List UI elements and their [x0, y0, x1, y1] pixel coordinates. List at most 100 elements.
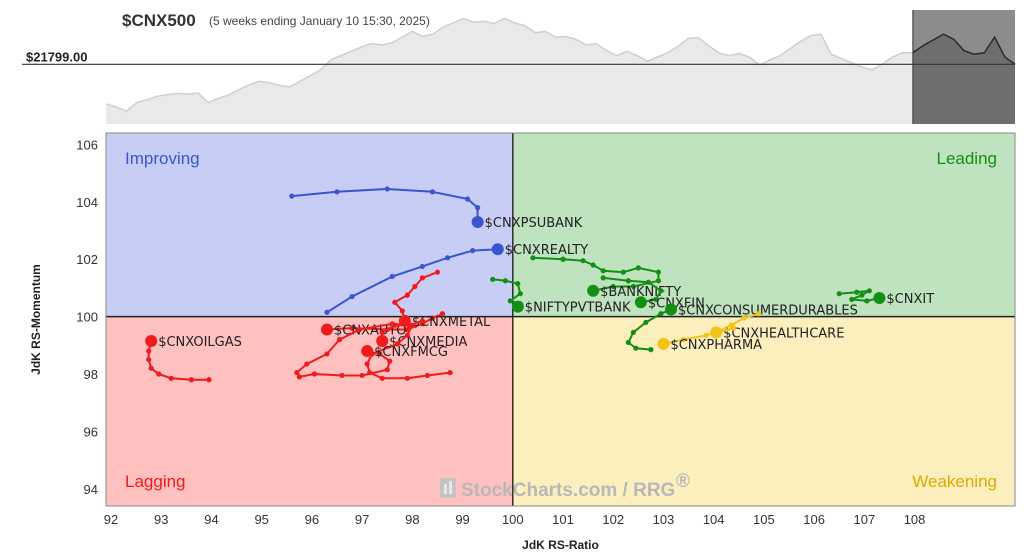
tail-cnxpsubank: $CNXPSUBANK — [289, 186, 583, 231]
tail-label-cnxrealty: $CNXREALTY — [505, 243, 589, 258]
tail-point — [590, 262, 596, 268]
tail-point — [392, 299, 398, 305]
watermark-text: StockCharts.com / RRG — [461, 480, 675, 501]
y-tick-label: 94 — [84, 482, 98, 497]
tail-point — [600, 268, 606, 274]
tail-head-cnxpsubank[interactable] — [471, 215, 484, 228]
tail-point — [399, 308, 405, 314]
price-area — [106, 18, 1015, 124]
x-tick-label: 97 — [355, 512, 369, 527]
tail-cnxmedia: $CNXMEDIA — [376, 318, 467, 350]
lagging-quadrant-label: Lagging — [125, 472, 186, 491]
x-tick-label: 105 — [753, 512, 775, 527]
tail-head-cnxfin[interactable] — [634, 296, 647, 309]
tail-point — [655, 269, 662, 275]
x-tick-label: 92 — [104, 512, 118, 527]
tail-point — [630, 329, 636, 336]
x-tick-label: 106 — [803, 512, 825, 527]
price-label: $21799.00 — [26, 49, 87, 64]
tail-cnxoilgas: $CNXOILGAS — [145, 335, 242, 383]
tail-head-cnxpharma[interactable] — [657, 337, 670, 350]
y-axis-title: JdK RS-Momentum — [29, 264, 43, 375]
tail-cnxrealty: $CNXREALTY — [324, 243, 588, 315]
x-tick-label: 102 — [602, 512, 624, 527]
watermark-logo-bar — [444, 484, 447, 494]
tail-point — [336, 336, 343, 343]
tail-point — [359, 372, 365, 379]
tail-point — [610, 283, 616, 290]
tail-point — [384, 186, 390, 192]
tail-point — [384, 367, 390, 373]
tail-point — [633, 345, 639, 351]
tail-head-cnxconsumerdurables[interactable] — [664, 303, 677, 316]
tail-head-cnxrealty[interactable] — [491, 243, 504, 256]
tail-point — [367, 369, 373, 376]
tail-label-niftypvtbank: $NIFTYPVTBANK — [525, 301, 631, 316]
tail-point — [289, 193, 295, 199]
tail-label-cnxconsumerdurables: $CNXCONSUMERDURABLES — [678, 303, 858, 318]
tail-point — [645, 279, 651, 285]
tail-line-banknifty — [531, 256, 660, 292]
weakening-quadrant-label: Weakening — [912, 472, 997, 491]
x-axis-title: JdK RS-Ratio — [522, 538, 599, 552]
tail-point — [148, 365, 154, 371]
tail-head-cnxoilgas[interactable] — [145, 335, 158, 348]
tail-head-cnxit[interactable] — [873, 291, 886, 304]
tail-point — [630, 283, 636, 290]
tail-point — [703, 332, 709, 338]
tail-line-cnxpharma — [662, 327, 735, 345]
tail-point — [475, 205, 481, 211]
tail-point — [517, 291, 523, 297]
tail-point — [349, 293, 355, 300]
tail-point — [658, 288, 664, 294]
tail-label-cnxit: $CNXIT — [886, 292, 934, 307]
tail-point — [429, 189, 436, 195]
tail-head-cnxmedia[interactable] — [376, 335, 389, 348]
tail-label-cnxoilgas: $CNXOILGAS — [158, 335, 242, 350]
tail-point — [866, 288, 872, 294]
tail-point — [836, 291, 842, 297]
tail-head-cnxfmcg[interactable] — [361, 345, 374, 358]
tail-point — [620, 269, 626, 275]
y-tick-label: 96 — [84, 424, 98, 439]
tail-point — [600, 275, 606, 281]
tail-point — [580, 258, 586, 264]
tail-point — [188, 377, 194, 383]
tail-point — [530, 255, 536, 261]
y-tick-label: 100 — [76, 310, 98, 325]
tail-label-cnxfmcg: $CNXFMCG — [374, 345, 448, 360]
tail-point — [377, 351, 383, 357]
tail-point — [625, 339, 631, 346]
tail-point — [447, 369, 453, 376]
tail-point — [444, 255, 451, 261]
tail-point — [625, 278, 631, 284]
tail-head-banknifty[interactable] — [587, 284, 600, 297]
y-tick-label: 102 — [76, 252, 98, 267]
tail-point — [379, 375, 385, 381]
tail-point — [434, 269, 441, 275]
tail-point — [364, 361, 370, 367]
tail-cnxconsumerdurables: $CNXCONSUMERDURABLES — [625, 303, 858, 353]
quadrant-labels: Improving Leading Lagging Weakening — [125, 149, 997, 491]
tail-point — [206, 377, 212, 383]
y-tick-label: 104 — [76, 195, 98, 210]
watermark-logo-icon — [440, 478, 456, 498]
tail-label-cnxmetal: $CNXMETAL — [412, 315, 491, 330]
tail-head-cnxauto[interactable] — [320, 323, 333, 336]
tail-point — [419, 318, 425, 324]
x-tick-label: 93 — [154, 512, 168, 527]
tail-point — [311, 371, 318, 377]
price-line-recent — [912, 33, 1016, 65]
y-tick-label: 98 — [84, 367, 98, 382]
tail-point — [502, 278, 508, 284]
tail-head-niftypvtbank[interactable] — [511, 300, 524, 313]
axes: 92 93 94 95 96 97 98 99 100 101 102 103 104 105 106 107… — [29, 132, 1016, 552]
tail-point — [648, 347, 654, 353]
x-tick-label: 103 — [653, 512, 675, 527]
tail-point — [515, 281, 521, 287]
tail-point — [731, 325, 737, 331]
header-symbol: $CNX500 — [122, 11, 196, 30]
tail-point — [404, 375, 410, 381]
tail-point — [419, 275, 425, 281]
tail-cnxit: $CNXIT — [836, 288, 934, 307]
